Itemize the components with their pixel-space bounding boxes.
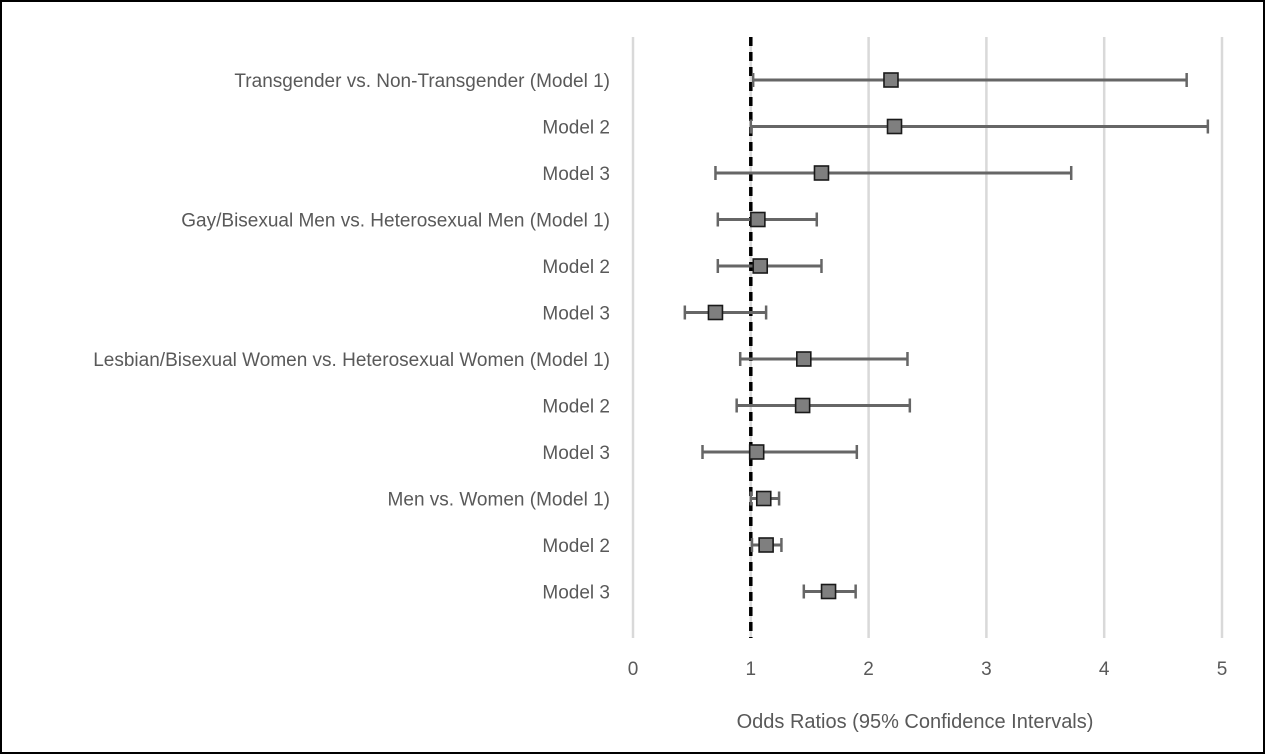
odds-ratio-marker	[750, 211, 766, 228]
category-label: Model 3	[542, 304, 610, 325]
category-label: Men vs. Women (Model 1)	[388, 490, 610, 511]
odds-ratio-marker	[707, 304, 724, 321]
odds-ratio-marker	[752, 258, 769, 274]
gridlines	[631, 37, 1224, 638]
x-tick-label-4: 4	[1099, 659, 1110, 680]
x-tick-label-3: 3	[981, 659, 992, 680]
odds-ratio-marker	[886, 118, 903, 135]
odds-ratio-marker	[748, 444, 765, 460]
x-tick-labels: 0 1 2 3 4 5	[628, 659, 1228, 680]
odds-ratio-series	[683, 72, 1210, 600]
odds-ratio-marker	[758, 537, 774, 553]
category-label: Model 2	[542, 397, 610, 418]
category-labels: Transgender vs. Non-Transgender (Model 1…	[93, 71, 610, 604]
odds-ratio-marker	[820, 583, 837, 600]
odds-ratio-marker	[813, 165, 830, 181]
x-tick-label-2: 2	[863, 659, 874, 680]
x-axis-title: Odds Ratios (95% Confidence Intervals)	[737, 711, 1094, 733]
category-label: Gay/Bisexual Men vs. Heterosexual Men (M…	[181, 211, 610, 232]
category-label: Model 2	[542, 536, 610, 557]
category-label: Lesbian/Bisexual Women vs. Heterosexual …	[93, 350, 610, 371]
x-tick-label-0: 0	[628, 659, 639, 680]
category-label: Model 3	[542, 443, 610, 464]
category-label: Transgender vs. Non-Transgender (Model 1…	[234, 71, 610, 92]
odds-ratio-marker	[796, 351, 812, 367]
category-label: Model 2	[542, 118, 610, 139]
odds-ratio-marker	[755, 490, 772, 507]
odds-ratio-marker	[794, 397, 811, 414]
x-tick-label-1: 1	[746, 659, 757, 680]
odds-ratio-marker	[883, 72, 899, 88]
category-label: Model 2	[542, 257, 610, 278]
category-label: Model 3	[542, 583, 610, 604]
x-tick-label-5: 5	[1217, 659, 1228, 680]
category-label: Model 3	[542, 164, 610, 185]
